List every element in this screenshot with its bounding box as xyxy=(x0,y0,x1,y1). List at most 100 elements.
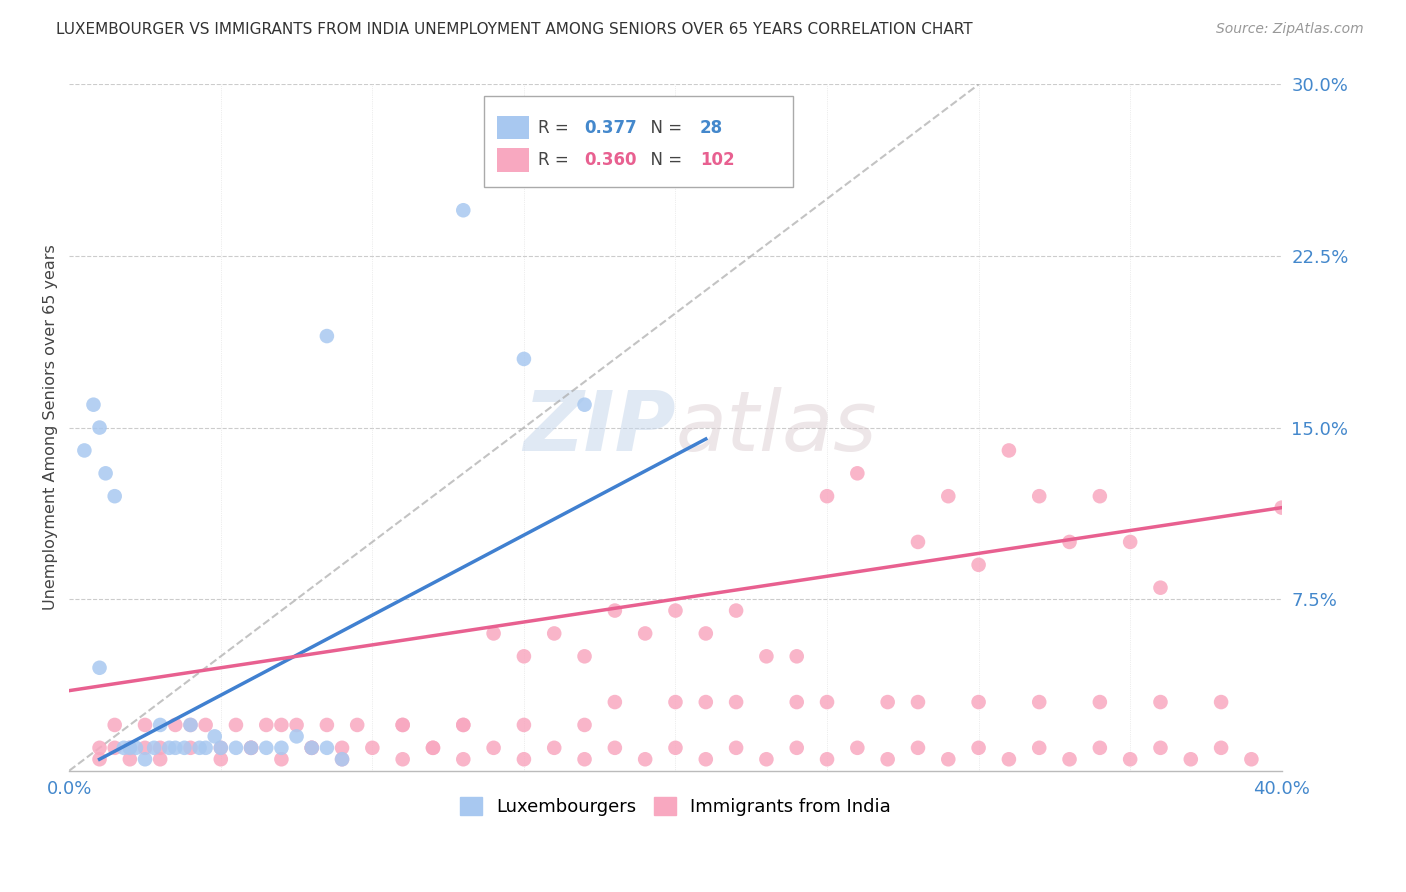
Point xyxy=(998,443,1021,458)
Text: 0.377: 0.377 xyxy=(585,119,637,136)
Point xyxy=(755,752,778,766)
Text: 0.360: 0.360 xyxy=(585,151,637,169)
Point xyxy=(118,740,141,755)
Point xyxy=(254,740,277,755)
FancyBboxPatch shape xyxy=(498,148,529,171)
Point xyxy=(346,718,368,732)
Point xyxy=(82,398,104,412)
Point xyxy=(1119,535,1142,549)
Point xyxy=(391,718,413,732)
Point xyxy=(361,740,384,755)
Point xyxy=(1059,752,1081,766)
Text: N =: N = xyxy=(640,119,688,136)
Point xyxy=(815,695,838,709)
Point xyxy=(846,467,869,481)
Point xyxy=(1088,740,1111,755)
Point xyxy=(1059,535,1081,549)
Point xyxy=(725,695,748,709)
Point xyxy=(603,603,626,617)
Point xyxy=(1149,581,1171,595)
Legend: Luxembourgers, Immigrants from India: Luxembourgers, Immigrants from India xyxy=(453,789,898,823)
Point xyxy=(574,649,596,664)
Point xyxy=(134,752,156,766)
Point xyxy=(786,695,808,709)
Point xyxy=(786,740,808,755)
Point xyxy=(73,443,96,458)
Point xyxy=(1209,740,1232,755)
Point xyxy=(513,649,536,664)
Point xyxy=(149,752,172,766)
Text: Source: ZipAtlas.com: Source: ZipAtlas.com xyxy=(1216,22,1364,37)
Point xyxy=(936,489,959,503)
Point xyxy=(240,740,263,755)
Point xyxy=(194,740,217,755)
Text: 28: 28 xyxy=(700,119,723,136)
Point xyxy=(453,752,475,766)
Point xyxy=(574,752,596,766)
Point xyxy=(1149,740,1171,755)
Point xyxy=(89,661,111,675)
Point xyxy=(1240,752,1263,766)
Point xyxy=(285,730,308,744)
Point xyxy=(876,695,898,709)
Point xyxy=(94,467,117,481)
Text: N =: N = xyxy=(640,151,688,169)
Point xyxy=(225,718,247,732)
Point xyxy=(112,740,135,755)
Point xyxy=(315,718,337,732)
Point xyxy=(330,740,353,755)
Point xyxy=(695,752,717,766)
Point xyxy=(453,718,475,732)
Point xyxy=(755,649,778,664)
Point xyxy=(574,398,596,412)
Point xyxy=(725,603,748,617)
Point xyxy=(104,489,127,503)
Text: 102: 102 xyxy=(700,151,734,169)
Point xyxy=(270,752,292,766)
Point xyxy=(301,740,323,755)
Point xyxy=(543,626,565,640)
Point xyxy=(240,740,263,755)
Point xyxy=(188,740,211,755)
Point xyxy=(104,718,127,732)
Point xyxy=(209,752,232,766)
Point xyxy=(149,740,172,755)
Point xyxy=(907,740,929,755)
Point xyxy=(695,626,717,640)
Point xyxy=(603,695,626,709)
Point xyxy=(936,752,959,766)
Point xyxy=(270,740,292,755)
Point xyxy=(330,752,353,766)
Point xyxy=(482,626,505,640)
Point xyxy=(315,329,337,343)
Point xyxy=(179,740,201,755)
Text: R =: R = xyxy=(538,151,575,169)
Point xyxy=(453,203,475,218)
Point xyxy=(391,718,413,732)
Point xyxy=(89,752,111,766)
Text: atlas: atlas xyxy=(675,387,877,468)
Point xyxy=(574,718,596,732)
Point xyxy=(301,740,323,755)
Point xyxy=(157,740,180,755)
Point xyxy=(1271,500,1294,515)
Text: ZIP: ZIP xyxy=(523,387,675,468)
Point xyxy=(173,740,195,755)
Point xyxy=(89,740,111,755)
Point xyxy=(422,740,444,755)
Point xyxy=(664,740,686,755)
Point xyxy=(815,489,838,503)
Point xyxy=(876,752,898,766)
Point xyxy=(118,752,141,766)
Point xyxy=(143,740,166,755)
Point xyxy=(1149,695,1171,709)
Point xyxy=(134,718,156,732)
Point xyxy=(967,740,990,755)
Y-axis label: Unemployment Among Seniors over 65 years: Unemployment Among Seniors over 65 years xyxy=(44,244,58,610)
Point xyxy=(104,740,127,755)
Point xyxy=(846,740,869,755)
Point xyxy=(204,730,226,744)
Point xyxy=(664,603,686,617)
Point xyxy=(285,718,308,732)
Point xyxy=(315,740,337,755)
